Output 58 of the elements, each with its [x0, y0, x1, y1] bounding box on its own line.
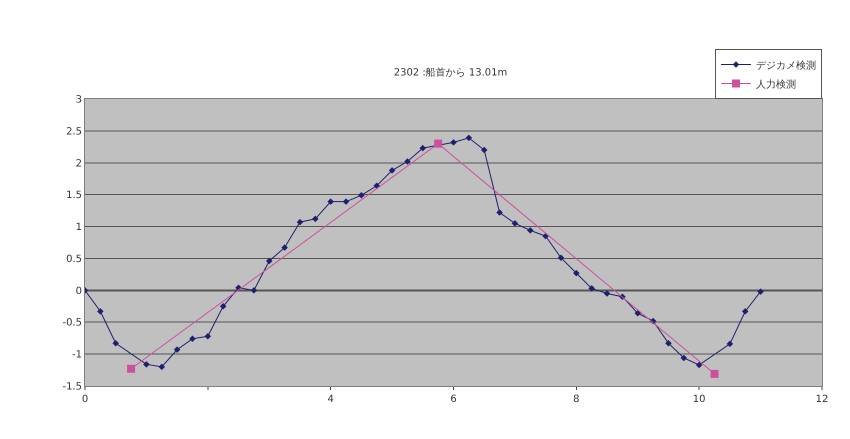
point: [420, 144, 426, 152]
y-tick-label: 2: [76, 158, 82, 170]
y-tick-label: -1: [72, 350, 82, 361]
x-tick-label: 10: [692, 394, 706, 405]
point: [342, 198, 350, 205]
point: [220, 303, 226, 310]
legend-label: デジカメ検測: [756, 59, 816, 72]
y-tick-label: -1.5: [62, 382, 82, 392]
point: [388, 167, 396, 174]
point: [710, 370, 719, 378]
point: [726, 340, 734, 348]
point: [112, 340, 119, 347]
point: [434, 140, 442, 148]
chart-title: 2302 :船首から 13.01m: [394, 66, 508, 78]
y-tick-label: -0.5: [62, 318, 82, 329]
point: [174, 346, 180, 353]
point: [250, 287, 258, 294]
point: [296, 218, 304, 226]
x-tick-label: 8: [573, 394, 580, 405]
x-tick-label: 12: [816, 394, 828, 405]
y-tick-label: 3: [76, 94, 82, 106]
point: [742, 308, 748, 315]
point: [573, 270, 580, 276]
point: [281, 244, 288, 251]
point: [404, 158, 411, 165]
point: [127, 364, 136, 373]
point: [680, 354, 688, 362]
point: [604, 290, 610, 297]
point: [204, 333, 212, 340]
x-tick-label: 4: [327, 394, 334, 405]
x-tick-label: 6: [450, 394, 457, 405]
y-tick-label: 1: [76, 222, 82, 234]
point: [588, 285, 595, 292]
point: [312, 216, 319, 222]
point: [696, 362, 702, 368]
y-tick-label: 1.5: [66, 190, 82, 202]
point: [634, 310, 641, 317]
point: [373, 182, 380, 189]
point: [97, 308, 104, 315]
y-tick-label: 2.5: [66, 126, 82, 138]
point: [327, 198, 334, 205]
point: [558, 254, 564, 262]
point: [496, 209, 503, 216]
point: [189, 336, 196, 342]
point: [480, 146, 488, 154]
point: [512, 220, 518, 227]
y-tick-label: 0.5: [66, 254, 82, 265]
y-tick-label: 0: [76, 286, 82, 297]
point: [757, 288, 764, 295]
point: [266, 258, 272, 264]
point: [466, 134, 472, 142]
point: [158, 364, 166, 370]
legend-label: 人力検測: [756, 78, 796, 90]
point: [450, 139, 457, 146]
point: [358, 192, 365, 199]
point: [143, 361, 150, 368]
point: [665, 340, 672, 347]
point: [527, 227, 534, 234]
